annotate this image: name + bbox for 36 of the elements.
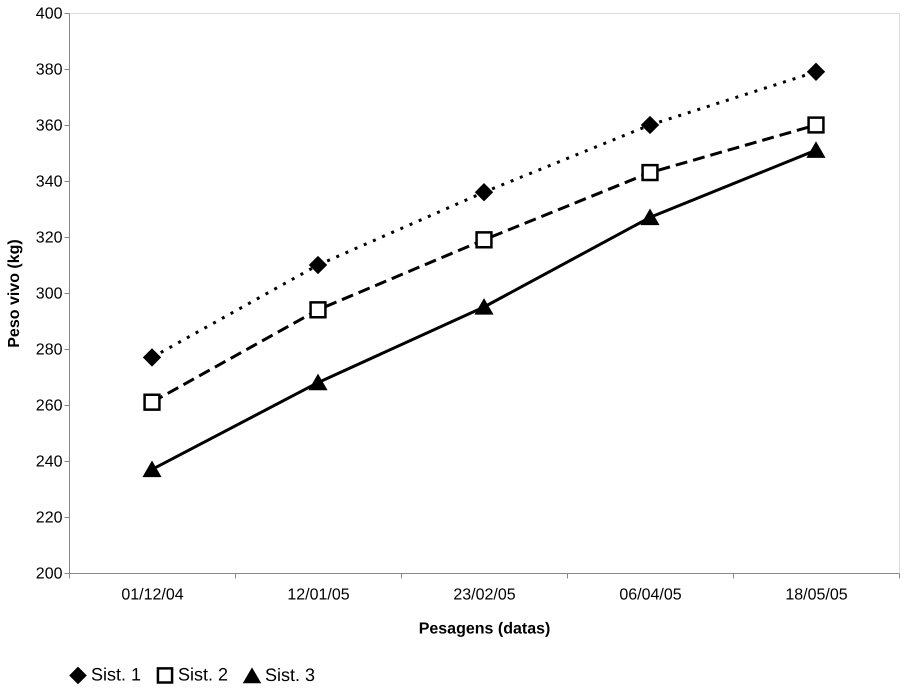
legend-label: Sist. 1 [91, 664, 142, 684]
point [309, 301, 327, 318]
y-tick-label: 300 [36, 286, 63, 302]
x-tick-label: 18/05/05 [785, 586, 848, 604]
y-tick-label: 380 [36, 62, 63, 78]
point [475, 299, 493, 315]
x-tick-label: 12/01/05 [287, 586, 350, 604]
point [143, 348, 161, 366]
x-axis-title: Pesagens (datas) [418, 620, 550, 638]
point [309, 374, 327, 390]
y-tick-label: 240 [36, 454, 63, 470]
x-tick-label: 23/02/05 [453, 586, 516, 604]
y-tick-label: 320 [36, 230, 63, 246]
point [475, 184, 493, 201]
point [641, 116, 659, 134]
legend-label: Sist. 2 [178, 664, 228, 684]
y-tick-label: 360 [36, 118, 63, 134]
point [143, 462, 161, 478]
point [143, 394, 161, 411]
point [807, 63, 825, 80]
y-tick-label: 260 [36, 398, 63, 414]
y-tick-label: 400 [36, 6, 63, 22]
point [807, 142, 825, 158]
y-tick-label: 220 [36, 510, 63, 526]
y-tick-label: 280 [36, 342, 63, 358]
legend-label: Sist. 3 [265, 664, 316, 685]
point [807, 116, 825, 134]
x-tick-label: 06/04/05 [619, 586, 682, 604]
point [475, 231, 493, 248]
y-axis-title: Peso vivo (kg) [6, 239, 23, 348]
y-tick-label: 340 [36, 174, 63, 190]
point [309, 256, 327, 274]
point [641, 164, 659, 182]
point [641, 210, 659, 226]
y-tick-label: 200 [36, 566, 63, 582]
x-tick-label: 01/12/04 [121, 586, 184, 604]
